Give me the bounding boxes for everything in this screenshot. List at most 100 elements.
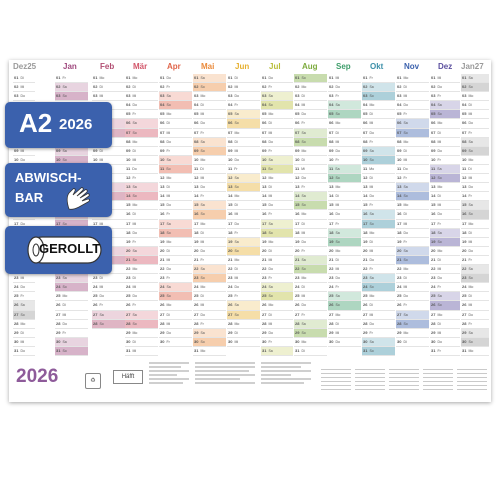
- weekday-abbr: Mo: [166, 303, 172, 308]
- day-number: 29: [228, 329, 233, 335]
- day-number: 01: [262, 75, 267, 80]
- weekday-abbr: Sa: [132, 248, 137, 253]
- day-number: 10: [194, 156, 199, 162]
- day-row: 13 Mo: [328, 183, 361, 193]
- day-number: 25: [262, 293, 267, 299]
- weekday-abbr: Fr: [62, 76, 66, 80]
- day-row: 04 Di: [193, 101, 226, 111]
- day-row: 30 Fr: [159, 338, 192, 347]
- day-number: 21: [363, 256, 368, 262]
- day-number: 12: [431, 175, 436, 181]
- day-number: 30: [228, 338, 233, 344]
- weekday-abbr: Fr: [468, 130, 472, 135]
- weekday-abbr: Mi: [20, 276, 25, 281]
- weekday-abbr: Do: [234, 157, 239, 162]
- day-row: 20 Fr: [294, 247, 327, 256]
- day-row: 19 Mo: [159, 238, 192, 247]
- weekday-abbr: Do: [132, 230, 137, 235]
- weekday-abbr: Do: [437, 339, 442, 344]
- weekday-abbr: Fr: [335, 221, 339, 226]
- day-number: 15: [160, 202, 165, 208]
- day-number: 21: [194, 256, 199, 262]
- day-row: 14 Mi: [261, 192, 293, 202]
- weekday-abbr: Sa: [268, 348, 273, 353]
- weekday-abbr: Sa: [369, 339, 374, 344]
- day-number: 29: [329, 329, 334, 335]
- day-row: 19 Do: [294, 238, 327, 247]
- day-row: 28 Mi: [261, 320, 293, 329]
- weekday-abbr: Mo: [268, 112, 274, 117]
- day-number: 25: [126, 293, 131, 299]
- weekday-abbr: Mo: [99, 76, 105, 80]
- weekday-abbr: So: [369, 285, 374, 290]
- day-number: 01: [431, 75, 436, 80]
- day-row: 13 Fr: [294, 183, 327, 193]
- weekday-abbr: Fr: [234, 103, 238, 108]
- day-number: 14: [295, 193, 300, 199]
- day-row: 01 Mi: [328, 74, 361, 84]
- day-number: 28: [295, 320, 300, 326]
- day-number: 13: [363, 184, 368, 190]
- day-number: 31: [194, 347, 199, 353]
- weekday-abbr: So: [468, 148, 473, 153]
- weekday-abbr: Fr: [200, 257, 204, 262]
- day-row: 04 Di: [461, 101, 489, 111]
- day-number: 26: [228, 302, 233, 308]
- weekday-abbr: Sa: [468, 267, 473, 272]
- day-number: 06: [126, 120, 131, 126]
- weekday-abbr: Di: [335, 257, 339, 262]
- month-header: Jun: [235, 62, 250, 71]
- day-number: 27: [56, 311, 61, 317]
- weekday-abbr: Di: [166, 248, 170, 253]
- day-row: 18 Sa: [328, 228, 361, 238]
- day-number: 07: [397, 129, 402, 135]
- day-number: 12: [160, 175, 165, 181]
- weekday-abbr: Mi: [403, 221, 408, 226]
- day-number: 03: [126, 93, 131, 99]
- weekday-abbr: Sa: [268, 157, 273, 162]
- day-number: 21: [228, 256, 233, 262]
- weekday-abbr: So: [200, 85, 205, 90]
- day-row: 01 Sa: [461, 74, 489, 84]
- weekday-abbr: Sa: [468, 139, 473, 144]
- day-number: 26: [363, 302, 368, 308]
- day-number: 19: [295, 238, 300, 244]
- format-year: 2026: [59, 116, 93, 133]
- weekday-abbr: Do: [437, 276, 442, 281]
- day-number: 26: [329, 302, 334, 308]
- day-number: 29: [431, 329, 436, 335]
- day-number: 19: [160, 238, 165, 244]
- day-number: 25: [363, 293, 368, 299]
- day-row: 09 Do: [430, 147, 460, 156]
- day-number: 09: [194, 147, 199, 153]
- day-number: 18: [431, 229, 436, 235]
- day-row: 03 Fr: [430, 92, 460, 102]
- weekday-abbr: Mo: [335, 121, 341, 126]
- day-number: 25: [160, 293, 165, 299]
- weekday-abbr: Di: [301, 348, 305, 353]
- weekday-abbr: Fr: [234, 230, 238, 235]
- weekday-abbr: Do: [369, 257, 374, 262]
- day-row: 06 Do: [193, 119, 226, 129]
- day-number: 31: [126, 347, 131, 353]
- day-number: 01: [363, 75, 368, 80]
- day-row: 20 Di: [261, 247, 293, 256]
- weekday-abbr: Mi: [335, 203, 340, 208]
- day-number: 31: [295, 347, 300, 353]
- day-row: 30 Di: [125, 338, 158, 347]
- day-number: 28: [262, 320, 267, 326]
- day-row: 25 Mi: [294, 292, 327, 302]
- day-row: 04 Sa: [430, 101, 460, 111]
- day-row: 10 Mo: [193, 156, 226, 165]
- weekday-abbr: Do: [234, 94, 239, 99]
- weekday-abbr: Di: [166, 312, 170, 317]
- day-number: 23: [56, 275, 61, 281]
- day-row: 16 Fr: [159, 210, 192, 220]
- day-number: 24: [329, 284, 334, 290]
- weekday-abbr: Mi: [268, 321, 273, 326]
